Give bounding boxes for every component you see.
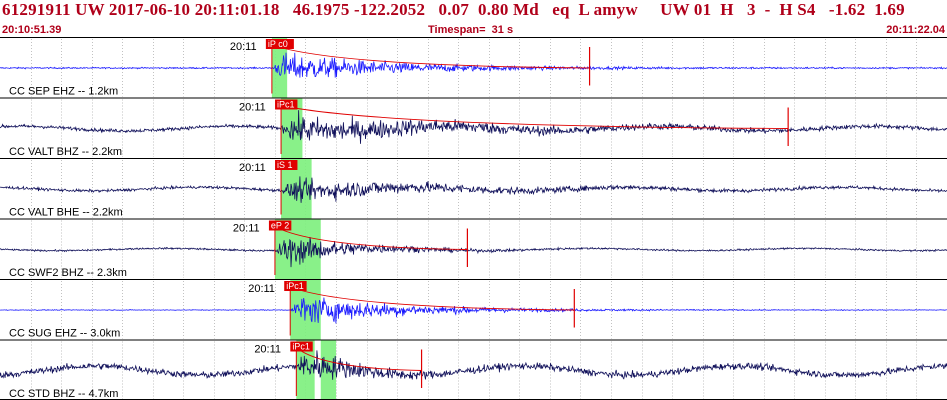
pick-label-box [275, 99, 298, 110]
timespan-label: Timespan= 31 s [428, 24, 514, 36]
minute-tick-label: 20:11 [239, 102, 266, 114]
coda-line [296, 347, 422, 371]
pick-label-box [290, 341, 313, 352]
channel-label: CC SEP EHZ -- 1.2km [9, 86, 118, 98]
waveform-trace [0, 236, 947, 268]
pick-label: eP 2 [271, 221, 289, 231]
pick-label: iP c0 [268, 39, 288, 49]
pick-label: iPc1 [286, 281, 304, 291]
minute-tick-label: 20:11 [254, 344, 281, 356]
channel-label: CC STD BHZ -- 4.7km [9, 388, 118, 400]
pick-label-box [275, 160, 298, 170]
pick-window [271, 38, 288, 98]
waveform-trace [0, 297, 947, 324]
channel-label: CC VALT BHE -- 2.2km [9, 207, 123, 219]
minute-tick-label: 20:11 [239, 162, 266, 174]
header-bar: 61291911 UW 2017-06-10 20:11:01.18 46.19… [0, 0, 947, 38]
minute-tick-label: 20:11 [248, 283, 275, 295]
start-time: 20:10:51.39 [2, 24, 62, 36]
pick-label: iPc1 [277, 100, 295, 110]
waveform-trace [0, 52, 947, 78]
pick-label-box [265, 39, 294, 49]
coda-line [290, 286, 575, 311]
coda-line [280, 105, 789, 129]
channel-label: CC SWF2 BHZ -- 2.3km [9, 267, 127, 279]
minute-tick-label: 20:11 [233, 223, 260, 235]
waveform-trace [0, 350, 947, 380]
coda-line [271, 44, 590, 69]
minute-tick-label: 20:11 [230, 41, 257, 53]
end-time: 20:11:22.04 [886, 24, 945, 36]
channel-label: CC VALT BHZ -- 2.2km [9, 146, 122, 158]
channel-label: CC SUG EHZ -- 3.0km [9, 328, 120, 340]
coda-line [274, 226, 468, 250]
pick-label-box [284, 281, 307, 291]
event-title: 61291911 UW 2017-06-10 20:11:01.18 46.19… [2, 0, 905, 19]
pick-label: iPc1 [292, 342, 310, 352]
pick-label-box [268, 220, 292, 231]
seismogram-plot: iP c0 20:11 CC SEP EHZ -- 1.2km iPc1 20:11 CC… [0, 37, 947, 400]
waveform-trace [0, 110, 947, 144]
waveform-trace [0, 176, 947, 203]
pick-label: iS 1 [277, 160, 293, 170]
